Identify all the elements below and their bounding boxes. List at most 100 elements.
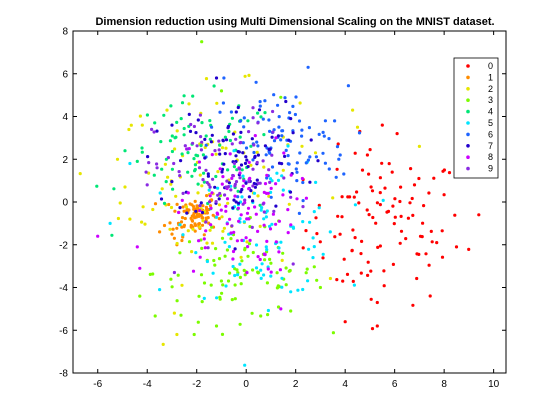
- series-7: [146, 76, 320, 251]
- data-point: [296, 288, 300, 292]
- series-8: [96, 134, 308, 311]
- data-point: [245, 158, 249, 162]
- data-point: [236, 105, 240, 110]
- data-point: [404, 237, 408, 241]
- data-point: [378, 191, 382, 195]
- data-point: [269, 274, 273, 278]
- data-point: [272, 139, 277, 143]
- data-point: [204, 220, 208, 224]
- data-point: [223, 240, 227, 244]
- data-point: [258, 257, 262, 262]
- data-point: [192, 124, 196, 129]
- data-point: [212, 258, 216, 263]
- data-point: [238, 322, 242, 326]
- data-point: [231, 249, 236, 254]
- data-point: [342, 172, 346, 176]
- data-point: [221, 101, 225, 105]
- data-point: [387, 162, 391, 166]
- data-point: [175, 120, 179, 124]
- data-point: [163, 162, 167, 166]
- data-point: [380, 161, 384, 165]
- data-point: [255, 160, 259, 165]
- data-point: [162, 201, 167, 205]
- data-point: [268, 147, 272, 151]
- data-point: [180, 198, 184, 202]
- data-point: [209, 283, 213, 287]
- data-point: [279, 95, 283, 99]
- data-point: [153, 314, 157, 318]
- data-point: [179, 220, 184, 224]
- data-point: [311, 256, 315, 260]
- data-point: [249, 189, 253, 193]
- data-point: [95, 184, 99, 188]
- data-point: [181, 233, 185, 237]
- data-point: [268, 151, 272, 155]
- data-point: [220, 332, 225, 336]
- x-tick-label: -2: [192, 379, 201, 390]
- x-tick-label: 0: [243, 379, 249, 390]
- legend-label: 9: [488, 164, 493, 174]
- data-point: [199, 148, 203, 152]
- legend-marker: [466, 87, 470, 91]
- y-tick-label: 6: [62, 69, 68, 80]
- data-point: [295, 179, 299, 183]
- data-point: [178, 174, 182, 178]
- data-point: [246, 245, 250, 249]
- data-point: [218, 110, 222, 114]
- data-point: [193, 199, 197, 203]
- data-point: [304, 229, 308, 233]
- data-point: [261, 159, 265, 163]
- data-point: [393, 197, 397, 201]
- data-point: [253, 154, 257, 158]
- data-point: [225, 222, 229, 226]
- data-point: [189, 122, 193, 127]
- data-point: [247, 130, 251, 134]
- data-point: [247, 242, 252, 246]
- data-point: [232, 230, 236, 234]
- data-point: [342, 257, 346, 261]
- data-point: [224, 185, 228, 189]
- legend-marker: [466, 121, 470, 125]
- data-point: [255, 150, 259, 154]
- legend-marker: [466, 144, 470, 148]
- data-point: [182, 126, 186, 131]
- data-point: [176, 273, 180, 277]
- data-point: [355, 190, 359, 194]
- data-point: [295, 170, 299, 174]
- data-point: [353, 236, 357, 240]
- data-point: [140, 123, 144, 127]
- data-point: [221, 175, 225, 179]
- data-point: [206, 246, 210, 250]
- data-point: [215, 101, 219, 105]
- data-point: [253, 134, 257, 138]
- data-point: [366, 273, 370, 277]
- data-point: [251, 268, 255, 272]
- data-point: [286, 231, 290, 235]
- data-point: [221, 138, 225, 142]
- data-point: [243, 198, 247, 202]
- data-point: [190, 174, 194, 178]
- data-point: [381, 198, 385, 202]
- data-point: [172, 161, 176, 166]
- data-point: [277, 125, 281, 129]
- data-point: [337, 157, 341, 161]
- data-point: [257, 108, 262, 112]
- data-point: [391, 204, 395, 208]
- data-point: [181, 191, 185, 195]
- data-point: [375, 201, 379, 205]
- data-point: [145, 113, 149, 117]
- data-point: [202, 171, 206, 175]
- data-point: [198, 113, 202, 117]
- data-point: [317, 206, 321, 210]
- data-point: [314, 180, 318, 184]
- data-point: [234, 110, 238, 114]
- x-tick-label: -4: [143, 379, 152, 390]
- data-point: [193, 229, 197, 233]
- data-point: [306, 279, 310, 283]
- data-point: [294, 167, 298, 171]
- data-point: [268, 257, 272, 261]
- data-point: [327, 167, 331, 171]
- data-point: [412, 183, 417, 187]
- data-point: [284, 99, 288, 104]
- data-point: [390, 170, 394, 174]
